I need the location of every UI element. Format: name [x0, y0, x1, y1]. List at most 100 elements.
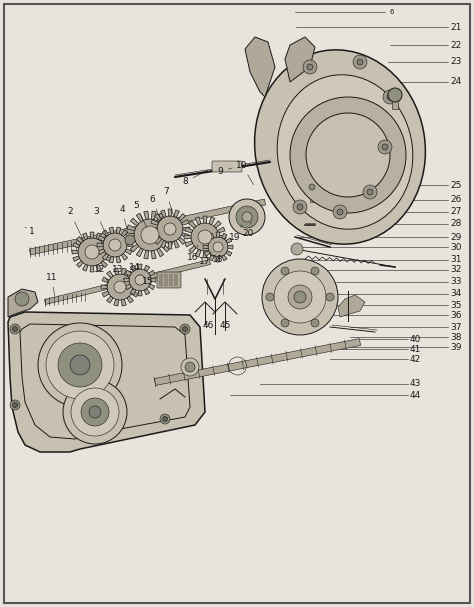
- Polygon shape: [161, 240, 166, 248]
- Text: 21: 21: [450, 22, 461, 32]
- Polygon shape: [209, 217, 215, 225]
- Circle shape: [103, 233, 127, 257]
- Text: 23: 23: [450, 58, 461, 67]
- Circle shape: [363, 185, 377, 199]
- Polygon shape: [102, 291, 109, 297]
- Polygon shape: [183, 227, 190, 231]
- Polygon shape: [96, 233, 101, 240]
- Polygon shape: [107, 271, 113, 278]
- Circle shape: [15, 292, 29, 306]
- Circle shape: [164, 223, 176, 235]
- Polygon shape: [164, 225, 173, 231]
- Polygon shape: [155, 339, 361, 385]
- Polygon shape: [161, 244, 170, 252]
- Polygon shape: [109, 227, 114, 234]
- Circle shape: [58, 343, 102, 387]
- Polygon shape: [218, 227, 225, 233]
- Polygon shape: [310, 197, 322, 202]
- Polygon shape: [109, 256, 114, 263]
- Text: 22: 22: [450, 41, 461, 50]
- Polygon shape: [150, 227, 157, 231]
- Polygon shape: [182, 220, 189, 225]
- Polygon shape: [144, 251, 149, 259]
- Polygon shape: [127, 296, 134, 303]
- Text: 29: 29: [450, 232, 461, 242]
- Polygon shape: [76, 237, 83, 243]
- Polygon shape: [102, 277, 109, 283]
- Circle shape: [12, 327, 18, 331]
- Polygon shape: [90, 266, 94, 272]
- Text: 32: 32: [450, 265, 461, 274]
- Polygon shape: [226, 251, 232, 256]
- Circle shape: [185, 362, 195, 372]
- Circle shape: [85, 245, 99, 259]
- Polygon shape: [178, 237, 185, 245]
- Circle shape: [288, 285, 312, 309]
- Circle shape: [10, 400, 20, 410]
- Text: 30: 30: [450, 243, 462, 251]
- Polygon shape: [130, 218, 139, 226]
- Text: 1: 1: [25, 227, 35, 237]
- Polygon shape: [45, 260, 210, 305]
- Circle shape: [157, 216, 183, 242]
- Text: 8: 8: [182, 171, 208, 186]
- Polygon shape: [168, 242, 172, 249]
- Polygon shape: [161, 218, 170, 226]
- Circle shape: [208, 237, 228, 257]
- Circle shape: [262, 259, 338, 335]
- Circle shape: [135, 275, 145, 285]
- Polygon shape: [222, 233, 227, 239]
- Polygon shape: [136, 248, 143, 257]
- Circle shape: [307, 64, 313, 70]
- Polygon shape: [114, 268, 118, 275]
- Polygon shape: [125, 236, 132, 241]
- Text: 9: 9: [217, 168, 232, 177]
- Polygon shape: [203, 216, 207, 223]
- Circle shape: [297, 204, 303, 210]
- Polygon shape: [157, 248, 164, 257]
- Circle shape: [213, 242, 223, 252]
- Polygon shape: [149, 284, 155, 290]
- Polygon shape: [29, 199, 265, 255]
- Polygon shape: [151, 220, 158, 225]
- Circle shape: [181, 358, 199, 376]
- Polygon shape: [102, 254, 109, 260]
- Circle shape: [242, 212, 252, 222]
- Circle shape: [333, 205, 347, 219]
- Text: 43: 43: [410, 379, 421, 388]
- Polygon shape: [8, 289, 38, 317]
- Circle shape: [388, 88, 402, 102]
- Polygon shape: [101, 237, 108, 243]
- Text: 46: 46: [202, 320, 214, 330]
- Polygon shape: [185, 241, 192, 247]
- Polygon shape: [90, 232, 94, 238]
- Text: 31: 31: [450, 256, 462, 265]
- Circle shape: [266, 293, 274, 301]
- Polygon shape: [82, 233, 88, 240]
- Polygon shape: [203, 245, 208, 249]
- Polygon shape: [203, 251, 207, 258]
- Circle shape: [281, 267, 289, 275]
- Text: 24: 24: [450, 78, 461, 87]
- Polygon shape: [209, 233, 214, 239]
- FancyBboxPatch shape: [157, 272, 181, 288]
- Text: 40: 40: [410, 334, 421, 344]
- Polygon shape: [130, 244, 139, 252]
- Circle shape: [71, 388, 119, 436]
- Circle shape: [229, 199, 265, 235]
- Text: 35: 35: [450, 300, 462, 310]
- Polygon shape: [214, 221, 221, 228]
- Polygon shape: [144, 211, 149, 220]
- Polygon shape: [222, 255, 227, 261]
- Polygon shape: [164, 239, 173, 245]
- Ellipse shape: [277, 75, 413, 229]
- Polygon shape: [125, 284, 131, 290]
- Polygon shape: [174, 240, 180, 248]
- Polygon shape: [204, 251, 210, 256]
- Polygon shape: [126, 233, 134, 237]
- Circle shape: [129, 269, 151, 291]
- Polygon shape: [204, 238, 210, 243]
- Polygon shape: [98, 249, 105, 254]
- Polygon shape: [127, 225, 136, 231]
- Circle shape: [114, 281, 126, 293]
